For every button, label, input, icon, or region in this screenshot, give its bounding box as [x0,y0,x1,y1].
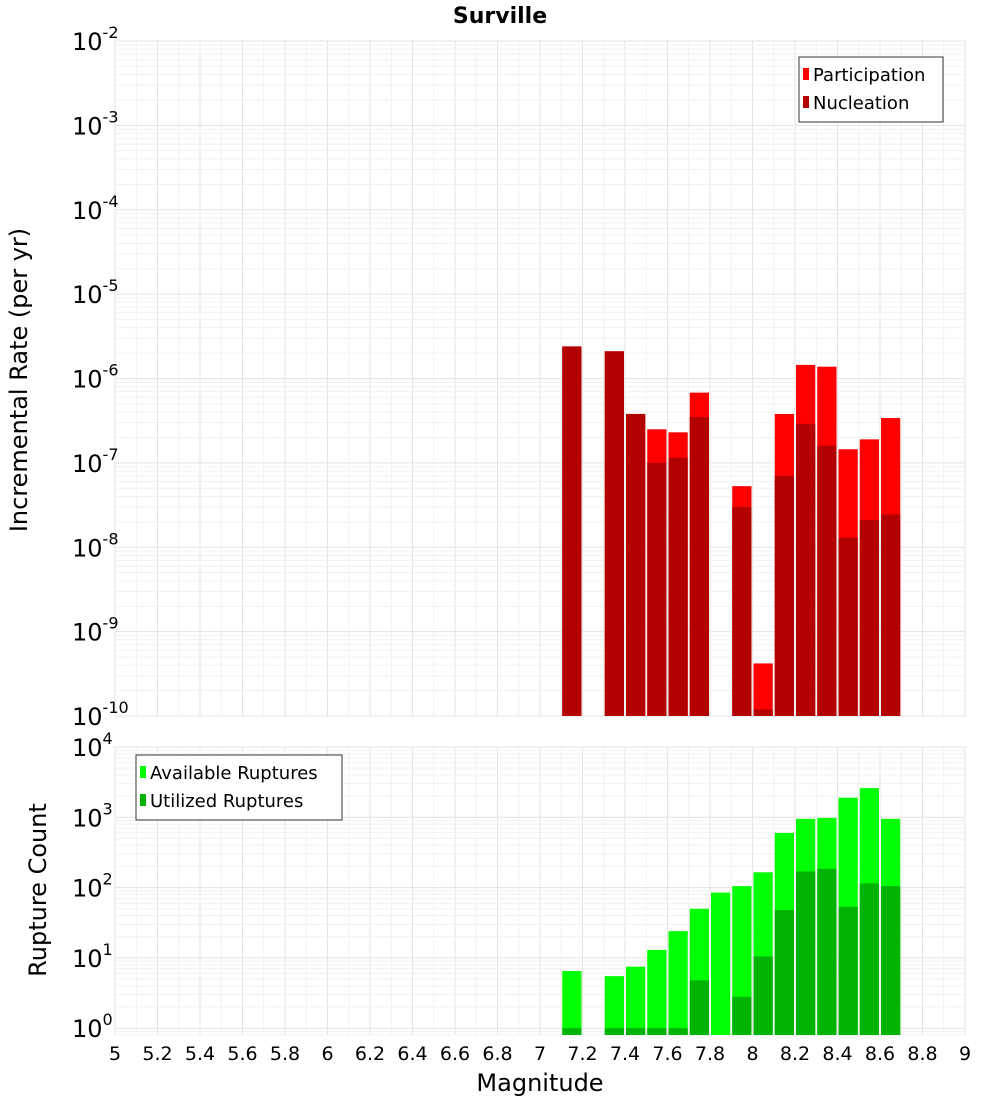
count-legend-swatch [140,794,146,806]
count-panel: 104 103 102 101 100 Available Ruptures Utiliz… [72,729,966,1043]
x-tick-label: 6.2 [355,1043,385,1065]
count-bar-front [881,886,901,1035]
x-tick-label: 8.2 [780,1043,810,1065]
count-bar-front [626,1028,646,1035]
rate-y-axis-title: Incremental Rate (per yr) [5,228,33,532]
chart-title: Surville [453,4,547,29]
rate-y-tick-label: 10-10 [72,698,129,731]
count-legend-label: Utilized Ruptures [150,791,303,812]
count-bars [562,788,901,1035]
rate-legend-box [798,56,944,123]
count-y-axis-title: Rupture Count [24,803,52,977]
rate-bar-front [859,520,879,716]
count-bar-front [732,996,752,1035]
count-bar-front [647,1028,667,1035]
count-bar-front [604,1028,624,1035]
count-y-tick-label: 100 [72,1010,113,1043]
x-tick-label: 5 [109,1043,121,1065]
rate-y-tick-label: 10-3 [72,107,119,140]
rate-y-tick-label: 10-6 [72,361,119,394]
rate-bar-front [838,537,858,716]
x-axis-title: Magnitude [476,1069,603,1097]
rate-bar-front [774,475,794,716]
rate-bar-front [668,457,688,716]
count-bar-back [647,949,667,1035]
rate-bar-front [732,506,752,716]
rate-legend-label: Participation [813,65,925,86]
count-legend: Available Ruptures Utilized Ruptures [135,754,343,821]
count-bar-front [817,868,837,1035]
count-bar-back [711,892,731,1035]
x-tick-label: 6.8 [482,1043,512,1065]
rate-y-tick-label: 10-4 [72,192,119,225]
rate-bar-front [796,423,816,716]
count-bar-front [796,871,816,1035]
x-tick-label: 6.4 [397,1043,427,1065]
x-tick-label: 9 [959,1043,971,1065]
rate-bars [562,346,901,716]
count-y-tick-label: 102 [72,870,113,903]
x-tick-label: 5.6 [227,1043,257,1065]
x-tick-label: 6.6 [440,1043,470,1065]
count-bar-front [562,1028,582,1035]
rate-legend: Participation Nucleation [798,56,944,123]
rate-y-tick-label: 10-8 [72,529,119,562]
rate-bar-front [562,346,582,716]
count-legend-box [135,754,343,821]
count-bar-front [774,910,794,1035]
count-bar-front [838,906,858,1035]
rate-y-tick-label: 10-7 [72,445,119,478]
count-legend-label: Available Ruptures [150,763,318,784]
x-tick-label: 8 [746,1043,758,1065]
x-tick-label: 5.4 [185,1043,215,1065]
rate-bar-front [647,462,667,716]
count-bar-front [859,883,879,1035]
rate-bar-front [753,709,773,716]
x-tick-label: 7 [534,1043,546,1065]
x-tick-label: 8.6 [865,1043,895,1065]
x-tick-label: 7.4 [610,1043,640,1065]
x-tick-label: 7.2 [567,1043,597,1065]
x-tick-label: 7.8 [695,1043,725,1065]
rate-bar-front [604,351,624,716]
x-tick-label: 8.8 [907,1043,937,1065]
count-bar-back [668,931,688,1035]
count-y-ticks: 104 103 102 101 100 [72,729,113,1043]
rate-y-ticks: 10-2 10-3 10-4 10-5 10-6 10-7 10-8 10-9 10-10 [72,23,129,731]
count-bar-front [689,980,709,1035]
x-tick-label: 5.8 [270,1043,300,1065]
rate-legend-swatch [803,68,809,80]
rate-y-tick-label: 10-5 [72,276,119,309]
rate-bar-front [881,514,901,716]
x-tick-label: 7.6 [652,1043,682,1065]
count-bar-back [604,976,624,1035]
count-legend-swatch [140,766,146,778]
rate-bar-front [817,445,837,716]
rate-bar-back [753,663,773,716]
rate-y-tick-label: 10-2 [72,23,119,56]
rate-panel: 10-2 10-3 10-4 10-5 10-6 10-7 10-8 10-9 10-10 Pa… [72,23,966,731]
count-y-tick-label: 101 [72,940,113,973]
count-bar-front [753,956,773,1035]
count-y-tick-label: 103 [72,799,113,832]
x-tick-label: 6 [321,1043,333,1065]
rate-legend-swatch [803,96,809,108]
count-bar-front [668,1028,688,1035]
count-bar-back [562,971,582,1035]
rate-legend-label: Nucleation [813,93,909,114]
count-y-tick-label: 104 [72,729,113,762]
magnitude-x-ticks: 5 5.2 5.4 5.6 5.8 6 6.2 6.4 6.6 6.8 7 7.2 7.4 7.6 7.8 8… [109,1043,971,1065]
x-tick-label: 5.2 [142,1043,172,1065]
rate-y-tick-label: 10-9 [72,614,119,647]
count-bar-back [626,966,646,1035]
rate-gridlines [114,40,966,717]
x-tick-label: 8.4 [822,1043,852,1065]
rate-bar-front [626,413,646,716]
rate-bar-front [689,416,709,716]
